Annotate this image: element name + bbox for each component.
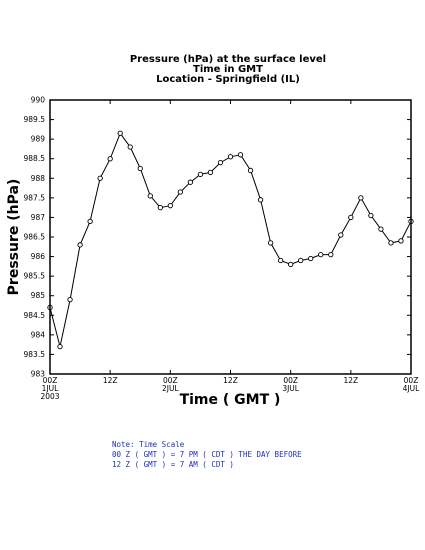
data-point (227, 154, 234, 160)
note-line-1: Note: Time Scale (112, 440, 185, 449)
y-tick-label: 983.5 (24, 350, 46, 359)
x-tick-sublabel: 1JUL (42, 384, 59, 393)
data-point (117, 130, 123, 136)
data-point (358, 195, 364, 201)
y-tick-label: 987.5 (24, 193, 46, 202)
series-line (49, 132, 412, 347)
data-point (67, 296, 73, 303)
x-tick-label: 00Z (283, 376, 298, 385)
x-tick-label: 00Z (43, 376, 58, 385)
y-tick-label: 983 (31, 370, 46, 379)
x-tick-year: 2003 (40, 392, 59, 401)
y-tick-label: 986.5 (24, 233, 46, 242)
data-point (298, 257, 304, 264)
y-tick-label: 984.5 (24, 311, 46, 320)
y-tick-label: 987 (31, 213, 46, 222)
chart-title-line-2: Time in GMT (193, 64, 263, 75)
data-point (237, 152, 244, 158)
data-point (288, 261, 294, 268)
data-point (267, 240, 274, 246)
data-point (348, 214, 354, 221)
x-tick-label: 12Z (103, 376, 118, 385)
y-tick-label: 989 (31, 135, 46, 144)
data-point (328, 251, 334, 258)
y-tick-label: 985.5 (24, 272, 46, 281)
data-point (177, 189, 184, 195)
x-axis-title: Time ( GMT ) (180, 392, 281, 408)
data-point (167, 203, 173, 209)
y-tick-label: 986 (31, 252, 46, 261)
data-point (338, 232, 344, 238)
data-point (87, 218, 93, 224)
pressure-series (47, 130, 414, 350)
y-tick-label: 988 (31, 174, 46, 183)
y-tick-label: 988.5 (24, 154, 46, 163)
data-point (137, 165, 143, 172)
data-point (207, 169, 214, 176)
y-tick-label: 989.5 (24, 115, 46, 124)
y-axis-title: Pressure (hPa) (6, 179, 22, 296)
data-point (57, 343, 63, 350)
data-point (247, 167, 254, 174)
x-tick-label: 00Z (404, 376, 419, 385)
data-point (318, 251, 324, 258)
data-point (107, 156, 113, 162)
data-point (157, 204, 163, 211)
data-point (257, 197, 264, 203)
y-tick-label: 985 (31, 291, 46, 300)
data-point (388, 240, 394, 246)
plot-frame (49, 99, 412, 375)
x-tick-sublabel: 2JUL (162, 384, 179, 393)
note-line-3: 12 Z ( GMT ) = 7 AM ( CDT ) (112, 460, 234, 469)
chart-title-line-1: Pressure (hPa) at the surface level (130, 54, 326, 65)
y-axis-ticks: 983 983.5 984 984.5 985 985.5 986 986.5 987 987.5… (24, 96, 411, 379)
data-point (217, 159, 224, 166)
chart-title-line-3: Location - Springfield (IL) (156, 74, 300, 85)
y-tick-label: 990 (31, 96, 46, 105)
data-point (187, 179, 194, 185)
data-point (127, 144, 133, 150)
data-point (197, 171, 204, 178)
x-tick-sublabel: 3JUL (282, 384, 299, 393)
x-tick-label: 00Z (163, 376, 178, 385)
data-point (147, 193, 153, 199)
x-tick-label: 12Z (343, 376, 358, 385)
data-point (368, 212, 374, 219)
data-point (308, 255, 314, 262)
y-tick-label: 984 (31, 330, 46, 339)
note-line-2: 00 Z ( GMT ) = 7 PM ( CDT ) THE DAY BEFO… (112, 450, 302, 459)
data-point (277, 257, 284, 264)
data-point (97, 175, 103, 181)
x-tick-sublabel: 4JUL (403, 384, 420, 393)
data-point (77, 242, 83, 248)
time-scale-note: Note: Time Scale 00 Z ( GMT ) = 7 PM ( C… (112, 440, 302, 470)
data-point (378, 226, 384, 232)
data-point (398, 238, 404, 244)
x-tick-label: 12Z (223, 376, 238, 385)
